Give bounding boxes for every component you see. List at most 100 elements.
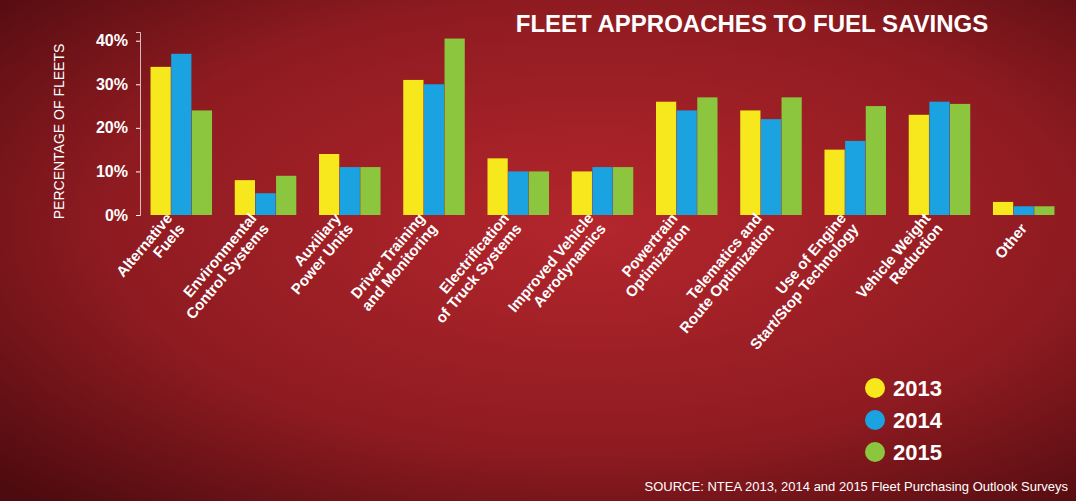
x-tick-label-line: and Monitoring <box>358 220 441 314</box>
y-tick: 20% <box>96 119 140 136</box>
bar <box>613 167 633 215</box>
y-tick: 0% <box>105 207 140 224</box>
y-tick-label: 30% <box>96 76 128 93</box>
legend-entry: 2013 <box>865 376 942 401</box>
x-tick: Other <box>991 220 1030 262</box>
bar <box>697 97 717 215</box>
bar <box>572 171 592 215</box>
title: FLEET APPROACHES TO FUEL SAVINGS <box>516 10 989 37</box>
bar <box>171 54 191 215</box>
x-tick-label: Vehicle WeightReduction <box>853 210 946 312</box>
bar <box>656 102 676 215</box>
legend-swatch <box>865 442 885 462</box>
x-tick-label: Driver Trainingand Monitoring <box>345 210 440 314</box>
x-tick: Use of EngineStart/Stop Technology <box>734 209 862 352</box>
x-tick-label-line: Fuels <box>149 220 187 261</box>
x-tick-label-line: Route Optimization <box>676 220 777 336</box>
x-tick-label-line: Aerodynamics <box>529 220 608 310</box>
bar <box>782 97 802 215</box>
background <box>0 0 1076 501</box>
bar <box>360 167 380 215</box>
bar <box>276 176 296 215</box>
bar <box>677 110 697 215</box>
x-axis: AlternativeFuelsEnvironmentalControl Sys… <box>112 209 1030 352</box>
bar <box>445 39 465 215</box>
bar <box>1014 206 1034 215</box>
bar <box>929 102 949 215</box>
x-tick-label-line: Power Units <box>287 220 356 297</box>
y-tick-label: 40% <box>96 32 128 49</box>
x-tick-label-line: Start/Stop Technology <box>746 220 862 353</box>
bar <box>824 150 844 215</box>
bar <box>151 67 171 215</box>
legend-entry: 2014 <box>865 408 943 433</box>
y-axis-line <box>136 33 141 216</box>
y-tick-mark <box>136 84 140 85</box>
bar <box>319 154 339 215</box>
legend-label: 2015 <box>893 440 942 465</box>
x-tick: AlternativeFuels <box>112 210 187 291</box>
y-tick-mark <box>136 215 140 216</box>
bar <box>761 119 781 215</box>
bar <box>993 202 1013 215</box>
bar-series <box>151 67 1014 215</box>
legend-label: 2013 <box>893 376 942 401</box>
y-tick: 40% <box>96 32 140 49</box>
bar <box>424 84 444 215</box>
x-tick: AuxiliaryPower Units <box>275 209 356 297</box>
bar-series <box>171 54 1034 215</box>
x-tick-label: Telematics andRoute Optimization <box>664 210 778 337</box>
y-axis: 0% 10% 20% 30% 40% <box>96 32 141 223</box>
y-tick-label: 20% <box>96 119 128 136</box>
y-tick-label: 0% <box>105 207 128 224</box>
x-tick: PowertrainOptimization <box>609 210 693 301</box>
bar <box>909 115 929 215</box>
x-tick-label-line: Reduction <box>886 220 946 287</box>
y-tick-label: 10% <box>96 163 128 180</box>
x-tick: Improved VehicleAerodynamics <box>504 210 609 326</box>
legend-swatch <box>865 378 885 398</box>
x-tick: Driver Trainingand Monitoring <box>345 210 440 314</box>
x-tick: Telematics andRoute Optimization <box>664 210 778 337</box>
x-tick-label: AuxiliaryPower Units <box>275 209 356 297</box>
x-tick-label: PowertrainOptimization <box>609 210 693 301</box>
x-tick-label: AlternativeFuels <box>112 210 187 291</box>
bar <box>255 193 275 215</box>
bar <box>192 110 212 215</box>
bar <box>340 167 360 215</box>
x-tick-label-line: Optimization <box>622 220 693 301</box>
bar <box>845 141 865 215</box>
bars <box>151 39 1055 215</box>
source: SOURCE: NTEA 2013, 2014 and 2015 Fleet P… <box>645 479 1069 494</box>
y-axis-title: PERCENTAGE OF FLEETS <box>51 44 67 220</box>
bar <box>403 80 423 215</box>
x-tick: EnvironmentalControl Systems <box>170 210 272 323</box>
x-tick: Vehicle WeightReduction <box>853 210 946 312</box>
y-tick: 30% <box>96 76 140 93</box>
legend-swatch <box>865 410 885 430</box>
x-tick-label: Other <box>991 220 1030 262</box>
legend-entry: 2015 <box>865 440 942 465</box>
x-tick-label: Use of EngineStart/Stop Technology <box>734 209 862 352</box>
bar <box>950 104 970 215</box>
legend: 2013 2014 2015 <box>865 376 943 465</box>
bar <box>529 171 549 215</box>
bar <box>740 110 760 215</box>
bar <box>592 167 612 215</box>
bar <box>1034 206 1054 215</box>
legend-label: 2014 <box>893 408 943 433</box>
chart: 0% 10% 20% 30% 40% AlternativeFuelsEnvironmen… <box>0 0 1076 501</box>
bar <box>487 158 507 215</box>
x-tick-label-line: Control Systems <box>182 220 272 322</box>
x-tick-label: EnvironmentalControl Systems <box>170 210 272 323</box>
bar <box>235 180 255 215</box>
y-tick-mark <box>136 128 140 129</box>
y-tick-mark <box>136 171 140 172</box>
bar <box>866 106 886 215</box>
y-tick: 10% <box>96 163 140 180</box>
x-tick-label-line: Other <box>991 220 1030 262</box>
y-tick-mark <box>136 41 140 42</box>
x-tick-label: Improved VehicleAerodynamics <box>504 210 609 326</box>
bar-series <box>192 39 1055 215</box>
bar <box>508 171 528 215</box>
